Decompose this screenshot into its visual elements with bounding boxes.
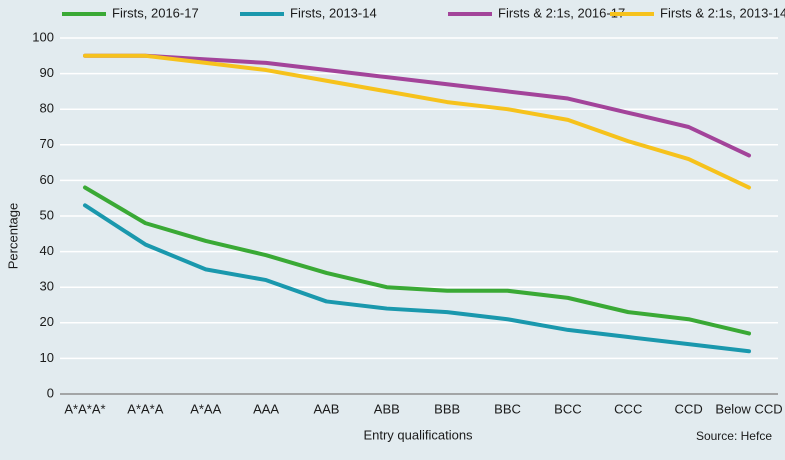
source: Source: Hefce: [696, 429, 772, 443]
y-tick-label: 100: [32, 29, 54, 44]
x-tick-label: ABB: [374, 401, 400, 416]
x-tick-label: AAB: [313, 401, 339, 416]
series-line: [83, 53, 751, 190]
x-tick-label: BCC: [554, 401, 581, 416]
y-axis-label: Percentage: [5, 203, 20, 270]
x-tick-label: BBB: [434, 401, 460, 416]
x-tick-label: Below CCD: [715, 401, 782, 416]
y-tick-label: 40: [40, 243, 54, 258]
x-tick-label: A*A*A: [127, 401, 163, 416]
series-line: [83, 185, 751, 336]
series-line: [83, 203, 751, 354]
y-tick-label: 80: [40, 101, 54, 116]
y-tick-label: 60: [40, 172, 54, 187]
y-tick-label: 30: [40, 279, 54, 294]
x-tick-label: A*A*A*: [64, 401, 105, 416]
y-tick-label: 20: [40, 314, 54, 329]
legend-label: Firsts, 2013-14: [290, 5, 377, 20]
y-tick-label: 0: [47, 385, 54, 400]
y-tick-label: 10: [40, 350, 54, 365]
y-tick-label: 90: [40, 65, 54, 80]
series-line: [83, 53, 751, 158]
x-tick-label: CCC: [614, 401, 642, 416]
x-axis-label: Entry qualifications: [363, 427, 473, 442]
x-tick-label: BBC: [494, 401, 521, 416]
y-tick-label: 50: [40, 207, 54, 222]
legend-label: Firsts & 2:1s, 2013-14: [660, 5, 785, 20]
x-tick-label: AAA: [253, 401, 279, 416]
y-tick-label: 70: [40, 136, 54, 151]
x-tick-label: CCD: [675, 401, 703, 416]
x-tick-label: A*AA: [190, 401, 221, 416]
legend-label: Firsts & 2:1s, 2016-17: [498, 5, 625, 20]
legend-label: Firsts, 2016-17: [112, 5, 199, 20]
